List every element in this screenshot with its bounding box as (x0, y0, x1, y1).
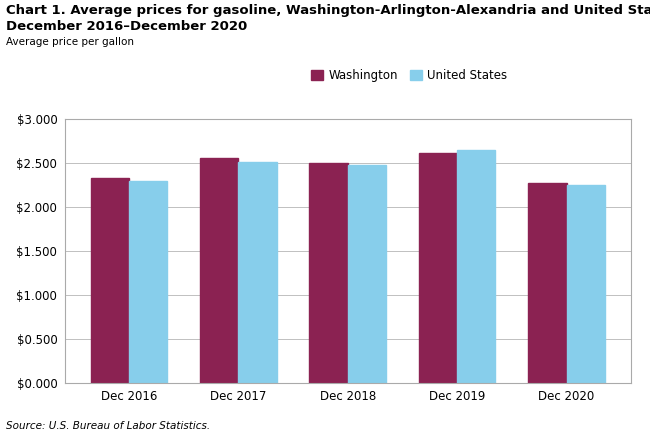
Text: Average price per gallon: Average price per gallon (6, 37, 135, 48)
Bar (567, 185, 604, 383)
Bar (528, 183, 567, 383)
Text: Chart 1. Average prices for gasoline, Washington-Arlington-Alexandria and United: Chart 1. Average prices for gasoline, Wa… (6, 4, 650, 18)
Bar (129, 181, 167, 383)
Bar (239, 162, 277, 383)
Bar (348, 165, 386, 383)
Bar (200, 158, 239, 383)
Text: December 2016–December 2020: December 2016–December 2020 (6, 20, 248, 33)
Text: Source: U.S. Bureau of Labor Statistics.: Source: U.S. Bureau of Labor Statistics. (6, 421, 211, 431)
Bar (419, 153, 457, 383)
Bar (457, 150, 495, 383)
Bar (91, 178, 129, 383)
Legend: Washington, United States: Washington, United States (308, 66, 510, 84)
Bar (309, 163, 348, 383)
